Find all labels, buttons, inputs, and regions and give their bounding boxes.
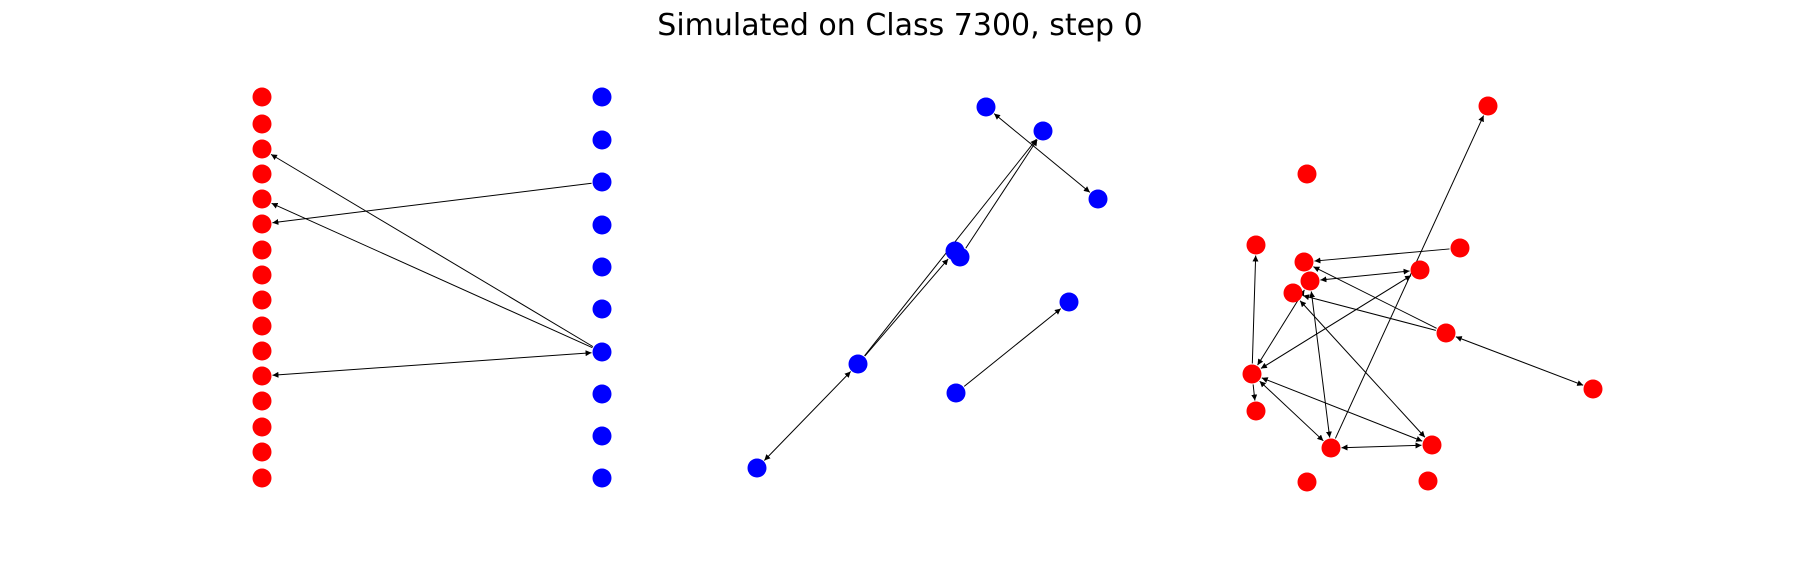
- node-R5: [592, 299, 612, 319]
- edge-C10-C12: [1261, 377, 1423, 442]
- node-R7: [592, 384, 612, 404]
- node-R6: [592, 342, 612, 362]
- node-C13: [1321, 438, 1341, 458]
- edge-B4-B1: [965, 139, 1038, 249]
- edge-C10-C11: [1251, 384, 1258, 401]
- node-C9: [1583, 379, 1603, 399]
- edge-B8-B6: [763, 371, 852, 461]
- node-B6: [848, 354, 868, 374]
- node-C4: [1294, 252, 1314, 272]
- figure-title: Simulated on Class 7300, step 0: [657, 8, 1143, 43]
- node-L2: [252, 139, 272, 159]
- node-C8: [1436, 323, 1456, 343]
- node-L9: [252, 316, 272, 336]
- edge-R6-L2: [270, 153, 594, 348]
- edge-C3-C4: [1314, 248, 1450, 264]
- edges-layer: [270, 113, 1584, 461]
- nodes-bipartite: [252, 87, 612, 488]
- node-L10: [252, 341, 272, 361]
- node-B7: [946, 383, 966, 403]
- node-B2: [1088, 189, 1108, 209]
- node-C0: [1478, 96, 1498, 116]
- node-C6: [1300, 271, 1320, 291]
- node-L13: [252, 417, 272, 437]
- edge-R2-L5: [272, 182, 592, 225]
- node-L3: [252, 164, 272, 184]
- edge-C10-C6: [1257, 289, 1305, 366]
- node-L6: [252, 240, 272, 260]
- node-L11: [252, 366, 272, 386]
- nodes-red-graph: [1242, 96, 1603, 492]
- edge-B7-B5: [963, 308, 1062, 387]
- node-L12: [252, 391, 272, 411]
- edge-C13-C12: [1341, 442, 1422, 451]
- node-B1: [1033, 121, 1053, 141]
- node-L0: [252, 87, 272, 107]
- edge-C8-C9: [1455, 336, 1584, 386]
- node-L1: [252, 114, 272, 134]
- edge-C12-C7: [1299, 300, 1426, 438]
- nodes-blue-graph: [747, 97, 1108, 478]
- node-L4: [252, 189, 272, 209]
- node-R9: [592, 468, 612, 488]
- edge-C10-C13: [1259, 380, 1324, 442]
- node-L7: [252, 265, 272, 285]
- edge-R6-L11: [272, 350, 592, 378]
- edges-blue-graph: [763, 113, 1091, 461]
- node-L5: [252, 214, 272, 234]
- edge-C13-C6: [1309, 291, 1332, 438]
- edge-B0-B2: [993, 113, 1091, 193]
- node-R3: [592, 215, 612, 235]
- node-L15: [252, 468, 272, 488]
- node-C5: [1410, 260, 1430, 280]
- node-C1: [1297, 164, 1317, 184]
- node-C2: [1246, 235, 1266, 255]
- node-C10: [1242, 364, 1262, 384]
- node-C3: [1450, 238, 1470, 258]
- node-B0: [976, 97, 996, 117]
- node-B5: [1059, 292, 1079, 312]
- edges-bipartite: [270, 153, 594, 378]
- node-L14: [252, 442, 272, 462]
- node-L8: [252, 290, 272, 310]
- node-C7: [1283, 283, 1303, 303]
- edges-red-graph: [1251, 115, 1584, 451]
- nodes-layer: [252, 87, 1603, 492]
- node-R1: [592, 130, 612, 150]
- node-C11: [1246, 401, 1266, 421]
- node-C12: [1422, 435, 1442, 455]
- node-C14: [1297, 472, 1317, 492]
- edge-C10-C2: [1251, 255, 1259, 364]
- node-R8: [592, 426, 612, 446]
- node-C15: [1418, 471, 1438, 491]
- node-R0: [592, 87, 612, 107]
- edge-R6-L4: [271, 202, 593, 349]
- node-R2: [592, 172, 612, 192]
- node-B8: [747, 458, 767, 478]
- node-B4: [950, 247, 970, 267]
- edge-B6-B3: [864, 258, 949, 357]
- node-R4: [592, 257, 612, 277]
- edge-C6-C5: [1320, 268, 1410, 283]
